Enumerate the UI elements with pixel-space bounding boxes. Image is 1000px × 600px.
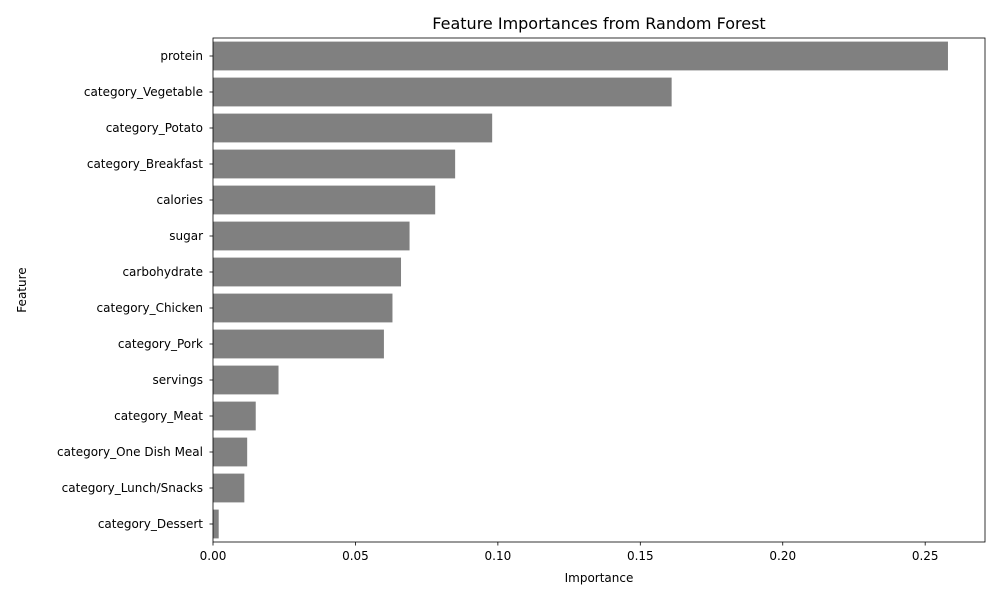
bar-12 (213, 473, 245, 503)
bar-0 (213, 41, 948, 71)
y-tick-label: category_Meat (114, 409, 203, 423)
bar-7 (213, 293, 393, 323)
x-axis-ticks: 0.00 0.05 0.10 0.15 0.20 0.25 (200, 542, 939, 563)
y-tick-label: servings (153, 373, 203, 387)
bar-13 (213, 509, 219, 539)
x-tick-label: 0.00 (200, 549, 227, 563)
y-tick-label: category_Breakfast (87, 157, 203, 171)
bar-8 (213, 329, 384, 359)
bar-10 (213, 401, 256, 431)
bar-1 (213, 77, 672, 107)
y-tick-label: category_Chicken (97, 301, 203, 315)
y-tick-label: category_Dessert (98, 517, 203, 531)
y-tick-label: category_Potato (106, 121, 203, 135)
bar-5 (213, 221, 410, 251)
bar-2 (213, 113, 493, 143)
bar-9 (213, 365, 279, 395)
x-tick-label: 0.10 (485, 549, 512, 563)
y-tick-label: category_Lunch/Snacks (62, 481, 203, 495)
bar-6 (213, 257, 402, 287)
y-tick-label: carbohydrate (122, 265, 203, 279)
bar-4 (213, 185, 436, 215)
y-tick-label: category_Pork (118, 337, 203, 351)
chart-title: Feature Importances from Random Forest (432, 14, 765, 33)
x-tick-label: 0.15 (627, 549, 654, 563)
x-tick-label: 0.05 (342, 549, 369, 563)
y-tick-label: category_Vegetable (84, 85, 203, 99)
y-tick-label: category_One Dish Meal (57, 445, 203, 459)
y-axis-ticks: protein category_Vegetable category_Potato… (57, 49, 213, 531)
bar-11 (213, 437, 248, 467)
y-tick-label: sugar (169, 229, 203, 243)
x-axis-label: Importance (565, 571, 634, 585)
y-axis-label: Feature (15, 267, 29, 312)
x-tick-label: 0.25 (912, 549, 939, 563)
y-tick-label: protein (160, 49, 203, 63)
bars-group (213, 41, 948, 539)
plot-frame (212, 37, 986, 543)
y-tick-label: calories (156, 193, 203, 207)
x-tick-label: 0.20 (769, 549, 796, 563)
bar-3 (213, 149, 456, 179)
